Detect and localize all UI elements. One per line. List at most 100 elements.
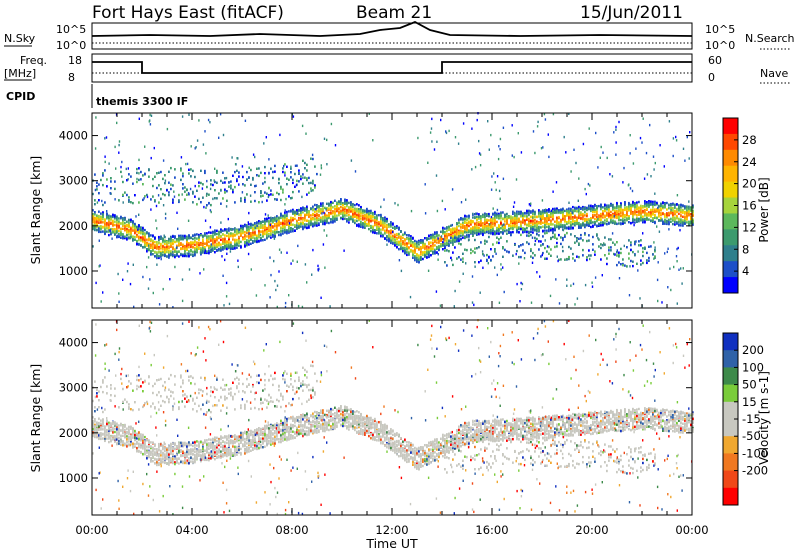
power-cell: [654, 208, 656, 211]
power-cell: [604, 219, 606, 222]
power-cell: [588, 249, 590, 252]
power-cell: [458, 237, 460, 240]
power-cell: [268, 220, 270, 223]
power-cell: [640, 217, 642, 220]
power-cell: [302, 218, 304, 221]
power-cell: [290, 197, 292, 200]
power-cell: [118, 232, 120, 236]
power-cell: [562, 228, 565, 232]
power-cell: [154, 244, 156, 247]
power-cell: [320, 218, 322, 221]
power-cell: [278, 220, 280, 223]
power-cell: [650, 202, 652, 206]
power-cell: [368, 214, 370, 217]
power-cell: [612, 219, 614, 222]
power-cell: [670, 288, 672, 292]
power-cell: [580, 211, 582, 214]
power-cell: [540, 216, 542, 219]
power-cell: [682, 204, 684, 207]
power-cell: [534, 236, 536, 240]
power-cell: [588, 127, 590, 130]
power-cell: [465, 198, 467, 201]
power-cell: [344, 207, 346, 210]
power-cell: [408, 252, 410, 255]
power-cell: [520, 255, 522, 259]
power-cell: [284, 231, 286, 234]
power-cell: [128, 196, 130, 199]
power-cell: [162, 237, 164, 240]
power-cell: [638, 244, 640, 247]
power-cell: [127, 178, 129, 181]
power-cell: [104, 227, 106, 230]
power-cell: [356, 203, 358, 206]
power-cell: [476, 218, 478, 221]
power-cell: [686, 208, 688, 211]
power-cell: [600, 212, 602, 216]
power-cell: [418, 254, 420, 257]
power-cell: [386, 239, 388, 242]
power-cell: [522, 219, 524, 222]
power-cell: [446, 249, 448, 252]
power-cell: [158, 238, 160, 242]
power-cell: [240, 199, 242, 203]
power-cell: [594, 204, 596, 207]
power-cell: [578, 243, 580, 246]
power-cell: [426, 247, 428, 251]
power-cell: [580, 206, 582, 210]
power-cell: [472, 228, 474, 231]
power-cell: [502, 232, 504, 235]
power-cell: [284, 218, 286, 221]
power-cell: [270, 232, 272, 235]
power-cell: [318, 210, 320, 213]
power-cell: [170, 250, 172, 253]
power-cell: [300, 177, 302, 181]
power-cell: [674, 211, 676, 214]
power-cell: [276, 231, 278, 234]
power-cell: [594, 217, 596, 221]
power-cell: [440, 237, 442, 240]
power-cell: [256, 237, 258, 241]
power-cell: [162, 247, 164, 250]
power-cell: [492, 255, 494, 258]
power-cell: [318, 222, 320, 225]
power-cell: [592, 248, 594, 251]
power-cell: [94, 211, 96, 214]
power-cell: [192, 245, 194, 248]
power-cell: [604, 209, 606, 212]
power-cell: [203, 205, 205, 209]
power-cell: [162, 192, 164, 196]
power-cell: [98, 183, 100, 186]
power-cell: [388, 239, 390, 242]
power-cell: [250, 222, 252, 226]
power-cell: [610, 204, 612, 207]
power-cell: [458, 256, 460, 259]
power-cell: [630, 222, 632, 225]
power-cell: [404, 232, 406, 236]
power-cell: [500, 214, 502, 217]
power-cell: [162, 177, 164, 181]
power-cell: [208, 235, 210, 238]
power-cell: [206, 204, 208, 207]
power-cell: [410, 236, 412, 240]
power-cell: [436, 238, 438, 241]
power-cell: [550, 248, 552, 251]
power-cell: [546, 245, 549, 248]
power-cell: [206, 251, 208, 255]
power-cell: [678, 207, 680, 210]
power-cell: [540, 222, 542, 226]
power-cell: [130, 201, 132, 204]
power-cell: [272, 233, 274, 237]
power-cell: [675, 255, 678, 258]
power-cell: [118, 151, 120, 154]
power-cell: [620, 222, 622, 226]
power-cell: [162, 245, 164, 248]
power-cell: [674, 213, 676, 216]
power-cell: [448, 225, 450, 229]
power-cell: [340, 212, 342, 215]
power-cell: [142, 230, 144, 233]
power-cell: [460, 238, 462, 241]
power-cell: [462, 252, 464, 255]
power-cell: [310, 214, 312, 217]
power-cell: [620, 263, 622, 266]
power-cell: [680, 220, 682, 223]
